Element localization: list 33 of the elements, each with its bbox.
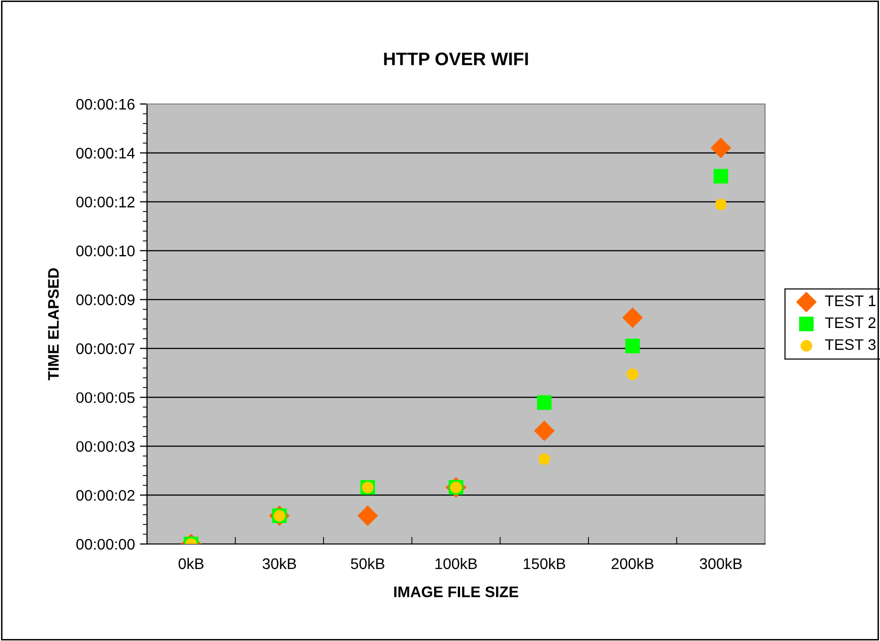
y-tick-label: 00:00:10 [76,246,135,256]
point [715,198,727,210]
y-tick-label: 00:00:05 [76,392,135,404]
point [710,138,732,158]
point [534,420,555,442]
point [626,368,638,380]
legend-label: TEST 3 [825,339,876,350]
point [622,307,643,328]
y-tick-label: 00:00:09 [76,294,134,306]
y-tick-label: 00:00:16 [76,98,135,110]
point [538,453,550,465]
legend-label: TEST 1 [825,295,876,306]
x-tick-label: 150kB [524,558,566,570]
x-tick-label: 200kB [612,558,654,570]
point [537,395,552,410]
y-tick-label: 00:00:12 [76,196,134,208]
y-axis-title: TIME ELAPSED [48,268,59,380]
y-tick-label: 00:00:14 [76,148,135,159]
point [625,338,640,354]
y-tick-label: 00:00:02 [76,490,134,501]
point [357,505,378,526]
y-tick-label: 00:00:07 [76,343,134,354]
x-axis-title: IMAGE FILE SIZE [394,586,518,598]
point [714,168,728,184]
x-tick-label: 0kB [178,558,204,570]
x-tick-label: 300kB [700,558,742,570]
x-tick-label: 100kB [436,558,477,570]
chart-title: HTTP OVER WIFI [384,52,528,66]
y-tick-label: 00:00:00 [76,538,135,550]
x-tick-label: 30kB [262,558,296,570]
y-tick-label: 00:00:03 [76,441,135,452]
x-tick-label: 50kB [350,558,384,570]
legend-label: TEST 2 [825,317,876,328]
